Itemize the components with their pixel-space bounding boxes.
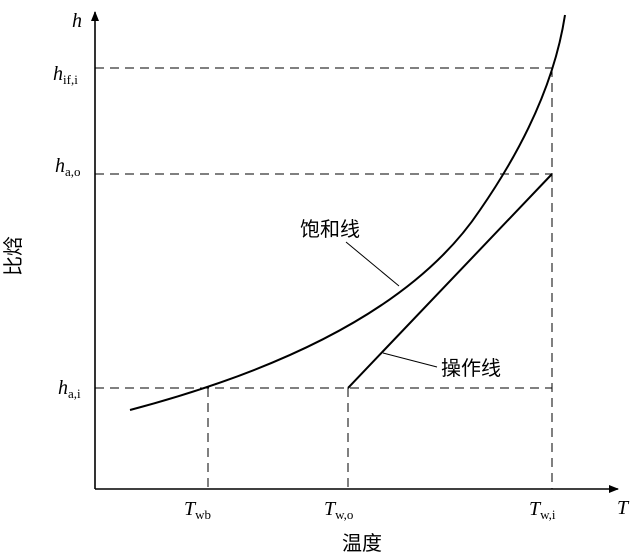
y-tick-h-a-o: ha,o bbox=[55, 155, 81, 179]
y-axis-title: 比焓 bbox=[1, 236, 25, 276]
y-tick-h-a-i: ha,i bbox=[58, 377, 81, 401]
saturation-leader bbox=[345, 241, 400, 287]
x-tick-t-w-i: Tw,i bbox=[529, 498, 556, 522]
saturation-curve-label: 饱和线 bbox=[300, 217, 360, 241]
dashed-guides bbox=[95, 67, 553, 489]
operating-line-label: 操作线 bbox=[441, 356, 501, 380]
saturation-curve bbox=[129, 14, 566, 411]
y-tick-h-if-i: hif,i bbox=[53, 63, 78, 87]
y-axis-symbol: h bbox=[72, 10, 82, 32]
operating-line bbox=[347, 173, 553, 389]
x-tick-t-w-o: Tw,o bbox=[324, 498, 353, 522]
x-axis-symbol: T bbox=[617, 497, 630, 519]
operating-leader bbox=[382, 352, 438, 368]
x-axis-title: 温度 bbox=[342, 531, 382, 555]
x-tick-t-wb: Twb bbox=[184, 498, 211, 522]
